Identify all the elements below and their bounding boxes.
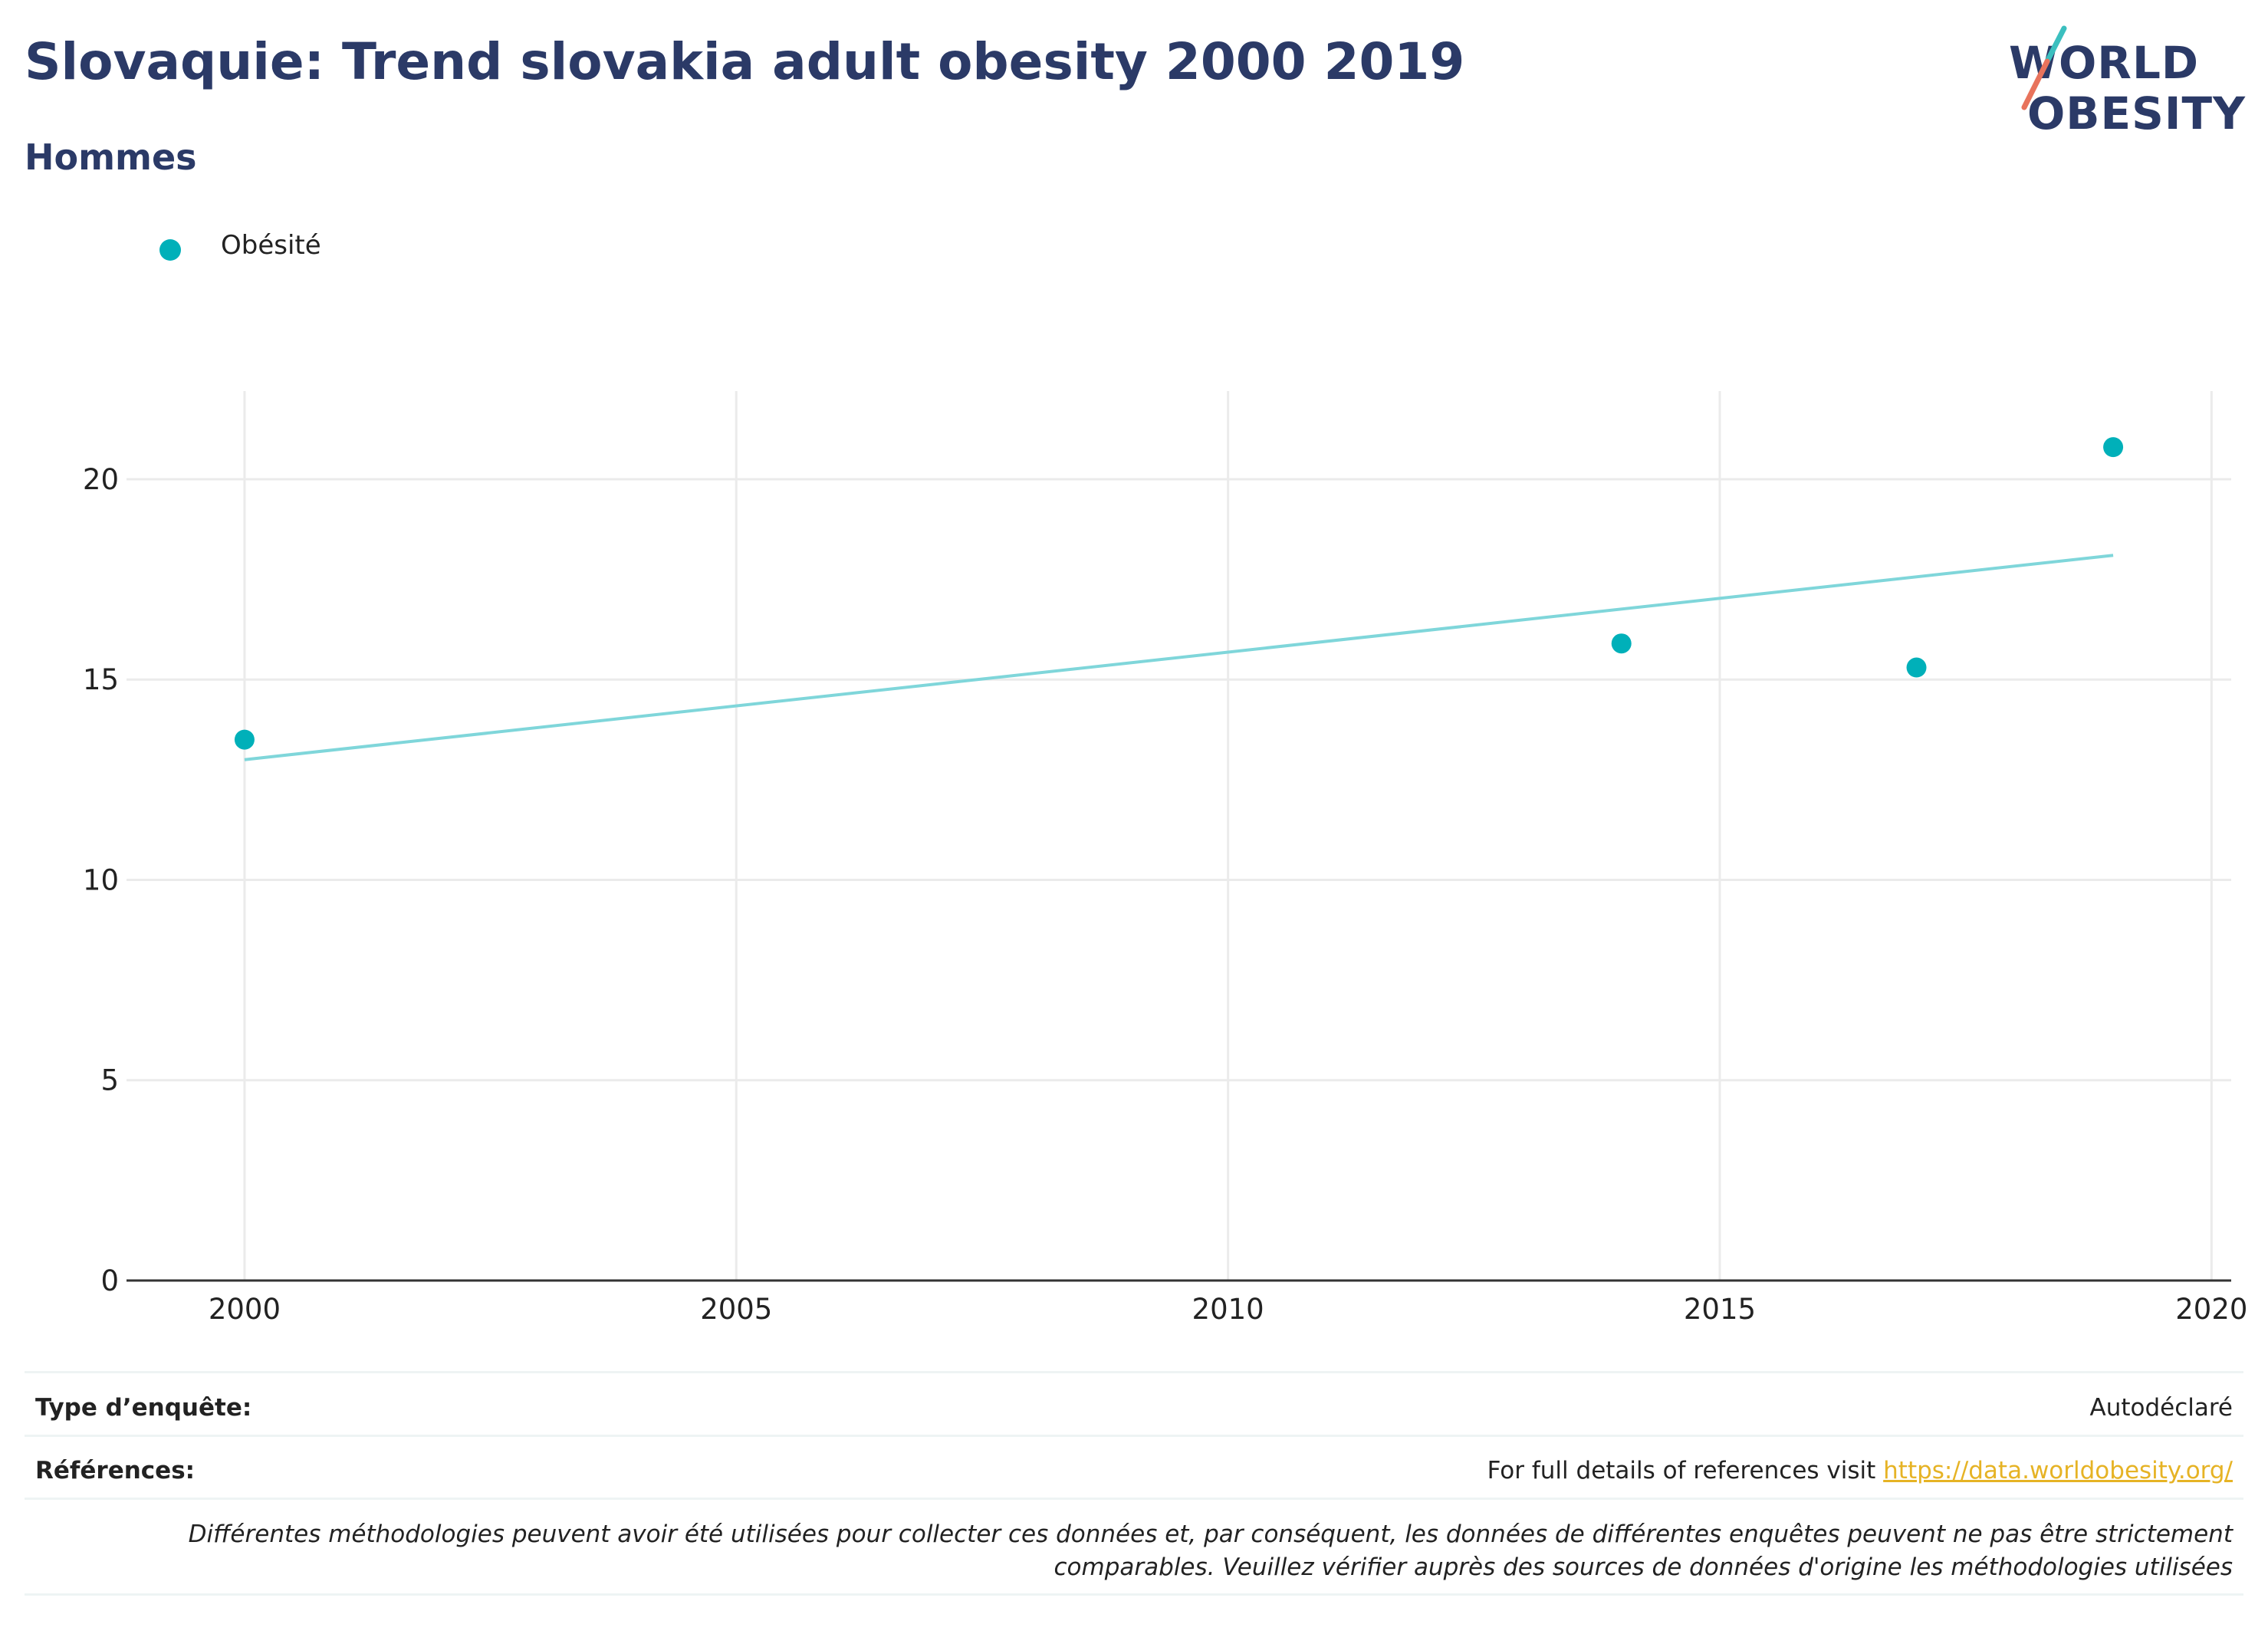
references-label: Références:: [35, 1457, 196, 1484]
y-tick-label: 5: [100, 1064, 119, 1097]
x-tick-label: 2020: [2175, 1293, 2247, 1326]
y-tick-label: 0: [100, 1264, 119, 1297]
references-row: Références: For full details of referenc…: [35, 1457, 2233, 1503]
methodology-note-line-1: Différentes méthodologies peuvent avoir …: [188, 1521, 2233, 1548]
scatter-chart: 2000 2005 2010 2015 2020 0 5 10 15 20: [83, 391, 2247, 1326]
legend-marker: [159, 239, 181, 261]
data-point: [2103, 437, 2124, 458]
x-tick-label: 2010: [1192, 1293, 1264, 1326]
trend-line: [244, 554, 2114, 761]
logo-line-2: OBESITY: [2027, 87, 2247, 140]
survey-type-value: Autodéclaré: [2089, 1394, 2233, 1422]
y-tick-label: 20: [83, 463, 119, 496]
data-point: [1906, 657, 1927, 678]
survey-type-label: Type d’enquête:: [35, 1394, 252, 1422]
world-obesity-logo: WORLD OBESITY: [1994, 23, 2254, 161]
x-tick-label: 2015: [1684, 1293, 1756, 1326]
footer-divider: [25, 1498, 2243, 1500]
references-value: For full details of references visit htt…: [1487, 1457, 2233, 1484]
legend-label: Obésité: [221, 230, 321, 261]
y-tick-label: 10: [83, 863, 119, 896]
references-text: For full details of references visit: [1487, 1457, 1884, 1484]
chart-subtitle: Hommes: [25, 136, 197, 178]
footer-divider: [25, 1435, 2243, 1437]
y-tick-label: 15: [83, 663, 119, 696]
logo-slash-icon: [2021, 25, 2067, 110]
x-tick-label: 2000: [209, 1293, 281, 1326]
data-point: [1611, 633, 1632, 654]
chart-title: Slovaquie: Trend slovakia adult obesity …: [25, 32, 1465, 91]
survey-type-row: Type d’enquête: Autodéclaré: [35, 1394, 2233, 1440]
footer-divider: [25, 1371, 2243, 1373]
references-link[interactable]: https://data.worldobesity.org/: [1883, 1457, 2233, 1484]
x-tick-label: 2005: [700, 1293, 772, 1326]
methodology-note-line-2: comparables. Veuillez vérifier auprès de…: [1053, 1553, 2233, 1581]
data-point: [234, 729, 255, 750]
footer-divider: [25, 1593, 2243, 1596]
methodology-note: Différentes méthodologies peuvent avoir …: [86, 1518, 2233, 1584]
